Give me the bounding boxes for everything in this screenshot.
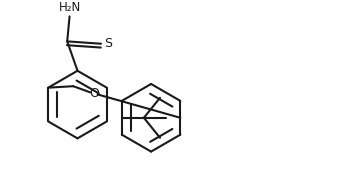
Text: O: O [89, 87, 99, 100]
Text: S: S [104, 37, 112, 50]
Text: H₂N: H₂N [58, 1, 81, 14]
